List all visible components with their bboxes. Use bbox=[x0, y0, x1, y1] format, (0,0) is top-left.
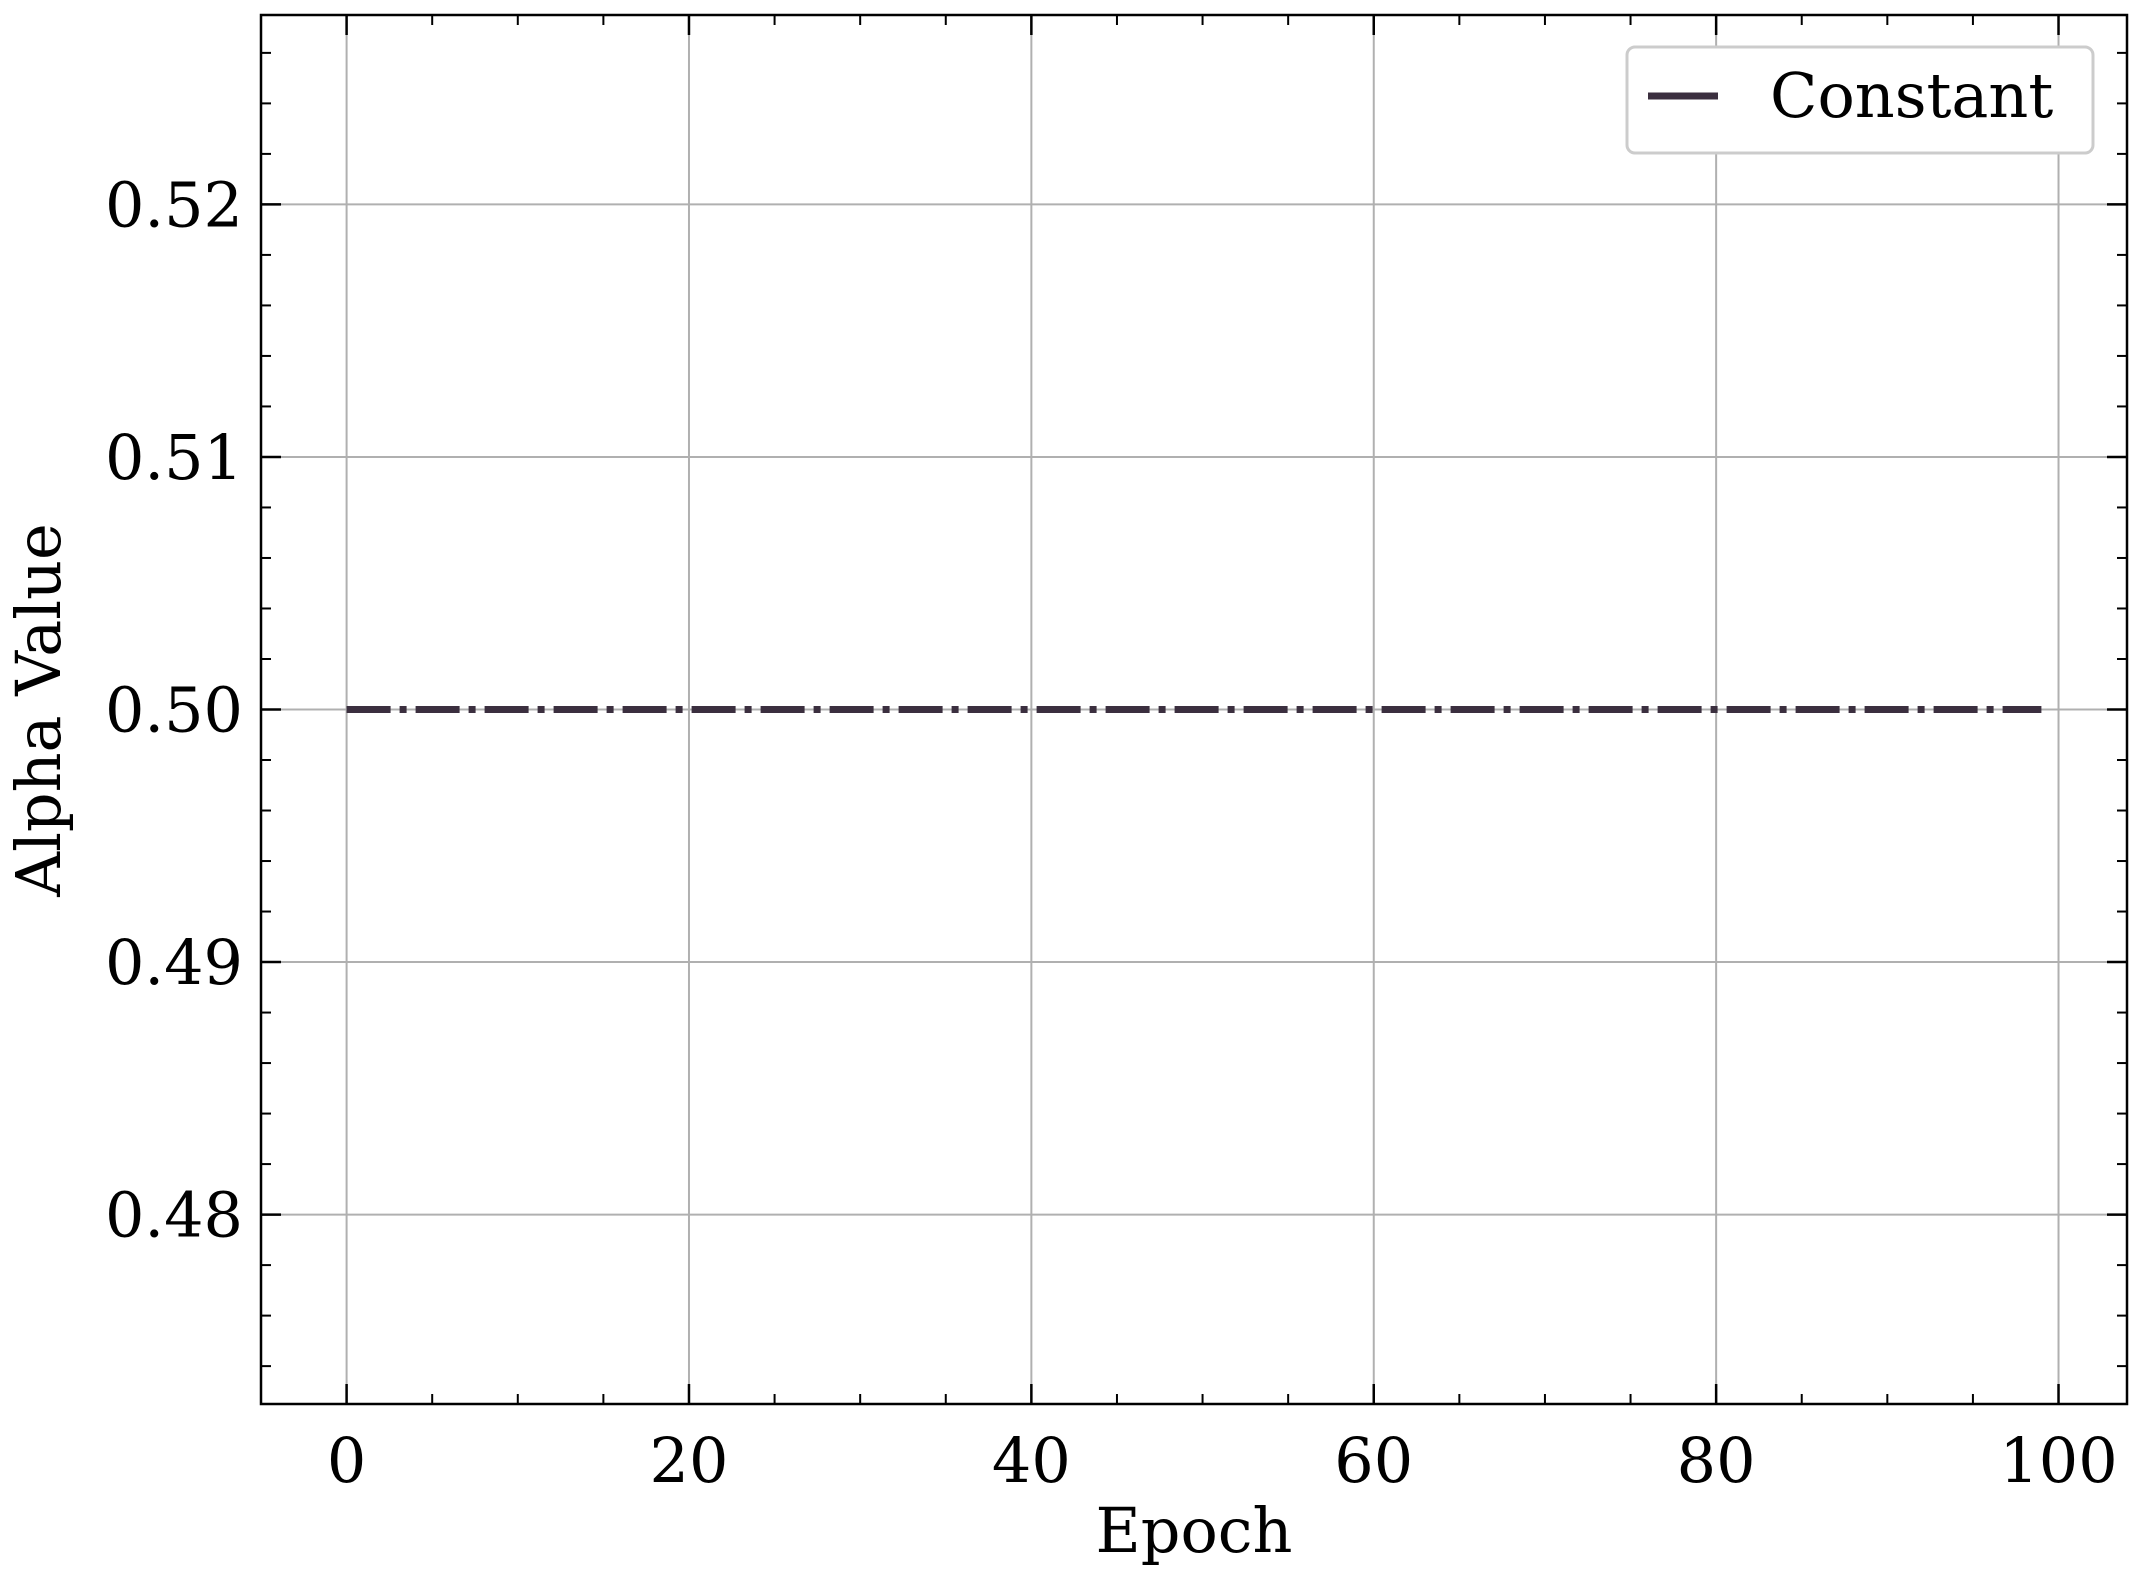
x-tick-label: 0 bbox=[327, 1424, 366, 1497]
x-tick-label: 40 bbox=[992, 1424, 1071, 1497]
y-tick-label: 0.50 bbox=[105, 674, 243, 747]
y-axis-label: Alpha Value bbox=[2, 523, 75, 897]
tick-labels: 0 20 40 60 80 100 0.48 0.49 0.50 0.51 0.52 bbox=[105, 168, 2118, 1497]
y-tick-label: 0.48 bbox=[105, 1179, 243, 1252]
x-tick-label: 80 bbox=[1677, 1424, 1756, 1497]
legend[interactable]: Constant bbox=[1625, 45, 2095, 155]
x-tick-label: 100 bbox=[1999, 1424, 2117, 1497]
x-tick-label: 20 bbox=[650, 1424, 729, 1497]
legend-label: Constant bbox=[1770, 59, 2053, 132]
y-tick-label: 0.52 bbox=[105, 168, 243, 241]
y-tick-label: 0.51 bbox=[105, 421, 243, 494]
ticks bbox=[260, 15, 2127, 1404]
legend-box bbox=[1625, 45, 2095, 155]
x-axis-label: Epoch bbox=[1096, 1494, 1293, 1567]
y-tick-label: 0.49 bbox=[105, 926, 243, 999]
x-tick-label: 60 bbox=[1334, 1424, 1413, 1497]
